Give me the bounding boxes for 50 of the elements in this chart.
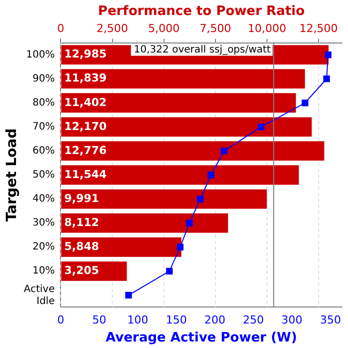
x-tick-label: 300 [281, 314, 302, 327]
data-label: 11,402 [64, 96, 107, 109]
point [176, 244, 184, 250]
data-label: 11,544 [64, 168, 108, 181]
point [323, 76, 330, 82]
x-tick-label: 200 [204, 314, 226, 327]
data-label: 9,991 [64, 192, 100, 205]
point [220, 148, 228, 154]
data-label: 11,839 [64, 72, 107, 85]
y-tick-label: 10% [32, 266, 55, 277]
point [166, 268, 173, 274]
x-tick-label: 350 [320, 314, 341, 327]
y-axis-title: Target Load [4, 128, 20, 222]
x-tick-label: 150 [166, 314, 187, 327]
data-label: 8,112 [64, 216, 100, 229]
y-tick-label: 40% [32, 194, 55, 205]
y-tick-label: Active Idle [24, 284, 55, 307]
x-tick-label: 50 [92, 314, 106, 327]
data-label: 12,985 [64, 48, 107, 61]
data-label: 12,776 [64, 144, 108, 157]
data-label: 3,205 [64, 264, 100, 278]
x-tick-label: 0 [57, 314, 64, 327]
y-tick-label: 100% [26, 49, 55, 60]
y-tick-label: 80% [32, 97, 55, 108]
x2-tick-label: 12,500 [299, 22, 338, 36]
y-tick-label: 70% [32, 122, 55, 133]
x2-tick-label: 0 [57, 22, 64, 36]
point [125, 292, 132, 299]
point [258, 124, 264, 130]
point [186, 220, 193, 226]
y-tick-label: 50% [32, 170, 55, 181]
x-tick-label: 100 [127, 314, 148, 327]
x2-tick-label: 10,000 [248, 22, 286, 36]
y-tick-label: 60% [32, 146, 55, 157]
y-tick-label: 90% [32, 73, 55, 84]
point [302, 100, 308, 106]
x2-tick-label: 5,000 [148, 22, 180, 36]
x2-tick-label: 2,500 [96, 22, 128, 36]
x-axis-title: Average Active Power (W) [106, 330, 298, 346]
point [208, 172, 214, 178]
x2-tick-label: 7,500 [200, 22, 232, 36]
data-label: 5,848 [64, 240, 100, 253]
ref-line-label: 10,322 overall ssj_ops/watt [134, 44, 271, 56]
x2-axis-title: Performance to Power Ratio [98, 4, 305, 20]
point [324, 51, 332, 58]
x-tick-label: 250 [242, 314, 264, 327]
y-tick-label: 30% [32, 218, 55, 229]
y-tick-label: 20% [32, 242, 55, 253]
data-label: 12,170 [64, 120, 108, 133]
point [196, 196, 204, 202]
